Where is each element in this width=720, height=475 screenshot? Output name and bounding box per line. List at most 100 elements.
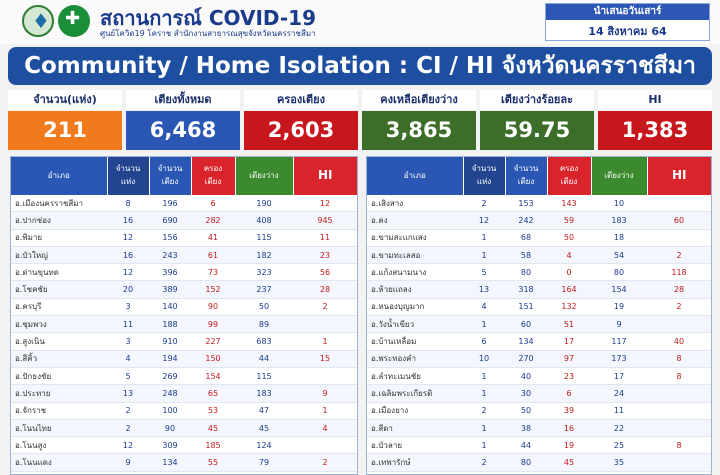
col-occupied: ครอง เตียง	[190, 157, 235, 195]
beds-cell: 156	[149, 229, 191, 247]
sites-cell: 1	[463, 315, 505, 334]
sites-cell: 8	[107, 195, 149, 213]
beds-cell: 30	[505, 384, 547, 403]
table-row: อ.ลำทะเมนชัย 1 40 23 17 8	[367, 367, 711, 386]
occupied-cell: 227	[191, 332, 235, 351]
hi-cell: 118	[647, 263, 711, 282]
table-row: อ.ห้วยแถลง 13 318 164 154 28	[367, 280, 711, 299]
col-hi: HI	[646, 157, 711, 195]
occupied-cell: 164	[547, 280, 591, 299]
beds-cell: 396	[149, 263, 191, 282]
stat-label: จำนวน(แห่ง)	[8, 90, 122, 110]
free-cell: 182	[235, 246, 293, 265]
stat-value: 1,383	[598, 111, 712, 150]
occupied-cell: 143	[547, 195, 591, 213]
beds-cell: 153	[505, 195, 547, 213]
district-cell: อ.วังน้ำเขียว	[367, 315, 463, 334]
hi-cell	[647, 229, 711, 247]
occupied-cell: 132	[547, 298, 591, 317]
title-banner: Community / Home Isolation : CI / HI จัง…	[8, 47, 712, 85]
occupied-cell: 4	[547, 246, 591, 265]
hi-cell: 9	[293, 384, 357, 403]
table-row: อ.โชคชัย 20 389 152 237 28	[11, 280, 357, 299]
beds-cell: 270	[505, 350, 547, 368]
free-cell: 35	[591, 453, 647, 472]
col-sites: จำนวน แห่ง	[462, 157, 505, 195]
table-row: อ.คง 12 242 59 183 60	[367, 211, 711, 230]
table-row: อ.ขามสะแกแสง 1 68 50 18	[367, 229, 711, 247]
hi-cell: 11	[293, 229, 357, 247]
beds-cell: 269	[149, 367, 191, 386]
occupied-cell: 0	[547, 263, 591, 282]
district-cell: อ.ครบุรี	[11, 298, 107, 317]
district-cell: อ.ขามทะเลสอ	[367, 246, 463, 265]
page-title: สถานการณ์ COVID-19	[100, 6, 316, 30]
left-district-table: อำเภอ จำนวน แห่ง จำนวน เตียง ครอง เตียง เตี…	[11, 157, 357, 472]
beds-cell: 60	[505, 315, 547, 334]
occupied-cell: 90	[191, 298, 235, 317]
free-cell: 18	[591, 229, 647, 247]
free-cell: 124	[235, 436, 293, 455]
sites-cell: 5	[463, 263, 505, 282]
sites-cell: 12	[107, 229, 149, 247]
occupied-cell: 23	[547, 367, 591, 386]
table-row: อ.พระทองคำ 10 270 97 173 8	[367, 350, 711, 368]
hi-cell	[647, 453, 711, 472]
occupied-cell: 6	[547, 384, 591, 403]
table-row: อ.โนนไทย 2 90 45 45 4	[11, 419, 357, 438]
hi-cell: 12	[293, 195, 357, 213]
free-cell: 115	[235, 229, 293, 247]
table-row: อ.โนนสูง 12 309 185 124	[11, 436, 357, 455]
district-cell: อ.ประทาย	[11, 384, 107, 403]
sites-cell: 1	[463, 436, 505, 455]
sites-cell: 11	[107, 315, 149, 334]
hi-cell	[647, 402, 711, 420]
table-row: อ.พิมาย 12 156 41 115 11	[11, 229, 357, 247]
district-cell: อ.บ้านเหลื่อม	[367, 332, 463, 351]
beds-cell: 80	[505, 453, 547, 472]
table-row: อ.จักราช 2 100 53 47 1	[11, 402, 357, 420]
table-row: อ.ด่านขุนทด 12 396 73 323 56	[11, 263, 357, 282]
free-cell: 117	[591, 332, 647, 351]
table-row: อ.บ้านเหลื่อม 6 134 17 117 40	[367, 332, 711, 351]
district-cell: อ.โนนสูง	[11, 436, 107, 455]
occupied-cell: 45	[191, 419, 235, 438]
occupied-cell: 39	[547, 402, 591, 420]
occupied-cell: 282	[191, 211, 235, 230]
occupied-cell: 16	[547, 419, 591, 438]
stat-value: 3,865	[362, 111, 476, 150]
hi-cell	[293, 436, 357, 455]
stat-value: 2,603	[244, 111, 358, 150]
hi-cell: 28	[647, 280, 711, 299]
sites-cell: 16	[107, 211, 149, 230]
free-cell: 408	[235, 211, 293, 230]
beds-cell: 389	[149, 280, 191, 299]
district-cell: อ.ลำทะเมนชัย	[367, 367, 463, 386]
district-cell: อ.สูงเนิน	[11, 332, 107, 351]
table-row: อ.ปากช่อง 16 690 282 408 945	[11, 211, 357, 230]
occupied-cell: 41	[191, 229, 235, 247]
sites-cell: 3	[107, 332, 149, 351]
hi-cell	[293, 367, 357, 386]
table-row: อ.วังน้ำเขียว 1 60 51 9	[367, 315, 711, 334]
free-cell: 80	[591, 263, 647, 282]
left-district-table-panel: อำเภอ จำนวน แห่ง จำนวน เตียง ครอง เตียง เตี…	[10, 156, 358, 475]
stat-total-beds: เตียงทั้งหมด 6,468	[126, 90, 240, 150]
table-row: อ.ประทาย 13 248 65 183 9	[11, 384, 357, 403]
sites-cell: 4	[463, 298, 505, 317]
table-row: อ.บัวลาย 1 44 19 25 8	[367, 436, 711, 455]
sites-cell: 12	[107, 436, 149, 455]
table-row: อ.บัวใหญ่ 16 243 61 182 23	[11, 246, 357, 265]
hi-cell: 2	[647, 246, 711, 265]
table-row: อ.เทพารักษ์ 2 80 45 35	[367, 453, 711, 472]
stat-label: HI	[598, 90, 712, 110]
district-cell: อ.บัวลาย	[367, 436, 463, 455]
sites-cell: 10	[463, 350, 505, 368]
hi-cell: 8	[647, 367, 711, 386]
table-header-row: อำเภอ จำนวน แห่ง จำนวน เตียง ครอง เตียง เตี…	[367, 157, 711, 195]
beds-cell: 68	[505, 229, 547, 247]
stat-label: คงเหลือเตียงว่าง	[362, 90, 476, 110]
right-district-table: อำเภอ จำนวน แห่ง จำนวน เตียง ครอง เตียง เตี…	[367, 157, 711, 472]
sites-cell: 16	[107, 246, 149, 265]
free-cell: 323	[235, 263, 293, 282]
